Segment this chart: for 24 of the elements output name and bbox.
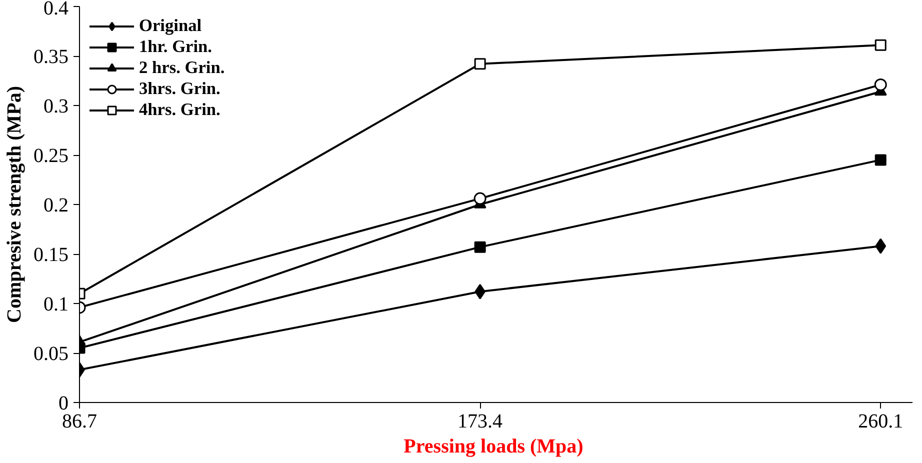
- legend-label: Original: [139, 16, 202, 36]
- legend-label: 4hrs. Grin.: [139, 100, 220, 120]
- y-tick-label: 0.25: [34, 145, 68, 167]
- point: [474, 192, 486, 205]
- point: [874, 39, 886, 51]
- y-axis-title: Compresive strength (MPa): [4, 86, 26, 323]
- point: [874, 154, 886, 166]
- x-tick-label: 173.4: [458, 410, 503, 432]
- y-tick-label: 0.1: [44, 294, 68, 316]
- point: [474, 58, 486, 70]
- point: [874, 78, 887, 91]
- x-axis-title: Pressing loads (Mpa): [404, 436, 584, 458]
- y-tick-label: 0.2: [44, 194, 68, 216]
- x-tick-label: 260.1: [858, 410, 904, 432]
- y-tick-label: 0.05: [34, 343, 68, 365]
- y-tick-label: 0.4: [44, 0, 68, 20]
- y-tick-label: 0.35: [34, 46, 68, 68]
- point: [474, 241, 486, 253]
- legend-label: 1hr. Grin.: [139, 37, 212, 57]
- legend-label: 3hrs. Grin.: [139, 79, 220, 99]
- y-tick-label: 0.15: [34, 244, 68, 266]
- legend-label: 2 hrs. Grin.: [139, 58, 225, 78]
- point: [875, 238, 886, 254]
- y-tick-label: 0.3: [44, 96, 68, 118]
